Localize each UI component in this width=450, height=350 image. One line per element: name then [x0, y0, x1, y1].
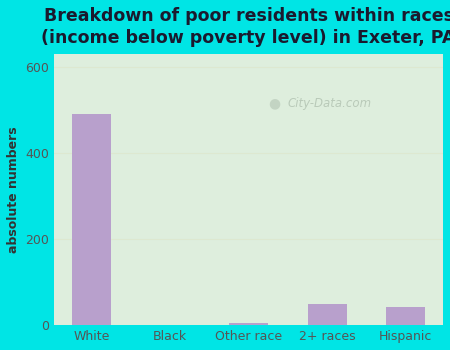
Text: City-Data.com: City-Data.com — [288, 97, 372, 110]
Bar — [72, 114, 111, 325]
Bar — [229, 323, 268, 325]
Text: ●: ● — [268, 96, 280, 110]
Title: Breakdown of poor residents within races
(income below poverty level) in Exeter,: Breakdown of poor residents within races… — [41, 7, 450, 47]
Bar — [307, 304, 347, 325]
Y-axis label: absolute numbers: absolute numbers — [7, 126, 20, 253]
Bar — [386, 307, 425, 325]
